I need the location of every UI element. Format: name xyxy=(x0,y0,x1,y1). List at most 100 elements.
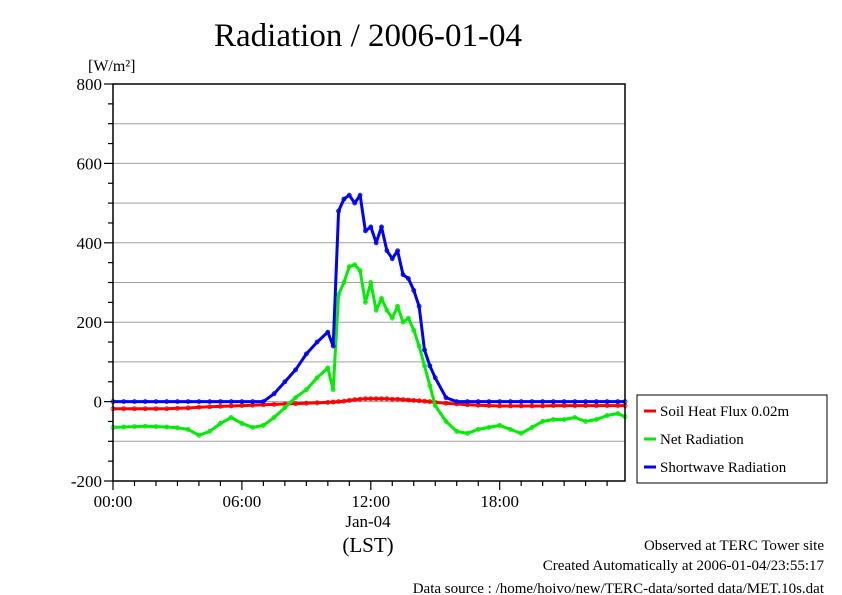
y-axis-unit-label: [W/m²] xyxy=(88,58,135,75)
data-point xyxy=(550,399,556,405)
y-tick-label: 800 xyxy=(77,75,103,94)
data-point xyxy=(218,421,223,426)
series-0 xyxy=(110,396,628,412)
data-point xyxy=(427,383,433,389)
annotation-observed: Observed at TERC Tower site xyxy=(644,538,824,554)
data-point xyxy=(207,428,213,434)
x-tick-label: 12:00 xyxy=(351,492,390,511)
data-point xyxy=(465,430,470,436)
data-point xyxy=(218,399,223,405)
data-point xyxy=(325,365,331,371)
data-point xyxy=(615,399,621,405)
data-point xyxy=(422,398,427,404)
series-1 xyxy=(110,262,628,438)
data-point xyxy=(508,399,513,405)
data-point xyxy=(443,395,449,401)
data-point xyxy=(604,413,610,418)
data-point xyxy=(330,387,336,393)
data-point xyxy=(336,208,341,214)
data-point xyxy=(336,399,341,405)
data-point xyxy=(443,400,449,406)
data-point xyxy=(432,403,438,408)
data-point xyxy=(411,327,417,333)
data-point xyxy=(395,396,401,402)
date-label: Jan-04 xyxy=(345,512,391,531)
data-point xyxy=(196,399,202,405)
data-point xyxy=(373,307,379,313)
data-point xyxy=(583,399,589,405)
data-point xyxy=(395,303,401,309)
data-point xyxy=(260,423,266,428)
data-point xyxy=(330,399,336,405)
data-point xyxy=(303,351,309,357)
data-point xyxy=(373,396,379,402)
data-point xyxy=(196,432,202,438)
data-point xyxy=(363,228,368,234)
data-point xyxy=(432,375,438,381)
data-point xyxy=(352,262,358,268)
data-point xyxy=(346,398,352,403)
data-point xyxy=(175,399,180,405)
data-point xyxy=(497,399,503,405)
data-point xyxy=(368,280,374,285)
data-point xyxy=(185,399,191,405)
data-point xyxy=(352,397,358,403)
data-point xyxy=(303,400,309,406)
data-point xyxy=(363,396,368,402)
data-point xyxy=(357,396,363,402)
y-tick-label: -200 xyxy=(71,472,102,491)
data-point xyxy=(239,399,245,405)
data-point xyxy=(314,375,320,381)
data-point xyxy=(352,200,358,206)
data-point xyxy=(325,329,331,335)
data-point xyxy=(486,425,492,430)
data-point xyxy=(250,402,256,408)
data-point xyxy=(185,405,191,411)
data-point xyxy=(583,419,589,424)
data-point xyxy=(271,391,277,397)
data-point xyxy=(346,264,352,270)
data-point xyxy=(405,276,411,281)
data-point xyxy=(363,299,368,305)
data-point xyxy=(218,403,223,409)
data-point xyxy=(228,399,234,405)
data-point xyxy=(561,399,567,405)
data-point xyxy=(164,424,170,430)
data-point xyxy=(314,400,320,406)
legend-label: Net Radiation xyxy=(660,432,744,448)
legend: Soil Heat Flux 0.02m Net Radiation Shortwa… xyxy=(636,394,828,484)
data-point xyxy=(153,399,159,405)
data-point xyxy=(346,192,352,198)
data-point xyxy=(260,399,266,405)
data-point xyxy=(185,426,191,432)
x-tick-label: 18:00 xyxy=(480,492,519,511)
series-line xyxy=(112,263,626,437)
chart-title: Radiation / 2006-01-04 xyxy=(214,18,522,54)
data-point xyxy=(427,399,433,405)
data-point xyxy=(572,399,578,405)
data-point xyxy=(250,399,256,405)
x-axis: 00:00 06:00 12:00 18:00 xyxy=(94,481,608,511)
data-point xyxy=(465,399,470,405)
data-point xyxy=(400,319,406,325)
data-point xyxy=(454,399,460,405)
data-point xyxy=(293,367,299,373)
data-point xyxy=(411,398,417,403)
data-point xyxy=(325,399,331,405)
legend-label: Soil Heat Flux 0.02m xyxy=(660,404,790,420)
data-point xyxy=(341,196,347,202)
data-point xyxy=(303,387,309,393)
data-point xyxy=(239,421,245,426)
data-point xyxy=(132,406,137,412)
y-axis: -200 0 200 400 600 800 xyxy=(71,75,113,491)
data-point xyxy=(341,280,347,285)
data-point xyxy=(282,405,288,410)
data-point xyxy=(379,396,384,402)
data-point xyxy=(384,396,390,402)
y-tick-label: 600 xyxy=(77,154,103,173)
data-point xyxy=(341,398,347,404)
data-point xyxy=(422,363,427,369)
data-point xyxy=(164,406,170,412)
data-point xyxy=(475,426,481,432)
